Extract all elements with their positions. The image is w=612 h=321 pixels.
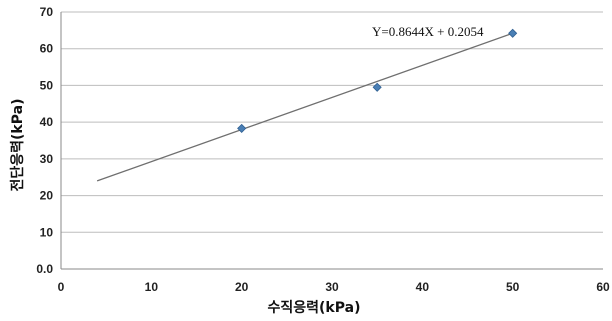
y-tick-label-70: 70 — [40, 5, 54, 19]
data-points — [237, 28, 518, 133]
x-axis-title: 수직응력(kPa) — [268, 299, 361, 316]
x-tick-label-50: 50 — [506, 280, 520, 294]
x-tick-labels: 0 10 20 30 40 50 60 — [58, 280, 610, 294]
x-tick-label-30: 30 — [325, 280, 339, 294]
y-tick-label-30: 30 — [40, 152, 54, 166]
data-point-3 — [508, 28, 518, 38]
x-tick-label-0: 0 — [58, 280, 65, 294]
trendline-group — [96, 32, 513, 182]
y-tick-label-40: 40 — [40, 115, 54, 129]
trendline-equation: Y=0.8644X + 0.2054 — [372, 24, 484, 39]
axes — [60, 12, 603, 270]
data-point-2 — [372, 82, 382, 92]
y-tick-label-20: 20 — [40, 189, 54, 203]
y-tick-labels: 0.0 10 20 30 40 50 60 70 — [36, 5, 53, 276]
y-axis-title: 전단응력(kPa) — [9, 99, 26, 192]
x-tick-label-20: 20 — [235, 280, 249, 294]
data-point-1 — [237, 123, 247, 133]
y-tick-label-60: 60 — [40, 42, 54, 56]
x-tick-label-40: 40 — [416, 280, 430, 294]
y-tick-label-50: 50 — [40, 78, 54, 92]
x-tick-label-60: 60 — [596, 280, 610, 294]
trendline — [96, 32, 513, 182]
y-tick-label-0: 0.0 — [36, 262, 53, 276]
y-tick-label-10: 10 — [40, 225, 54, 239]
gridlines — [61, 11, 603, 233]
x-tick-label-10: 10 — [145, 280, 159, 294]
